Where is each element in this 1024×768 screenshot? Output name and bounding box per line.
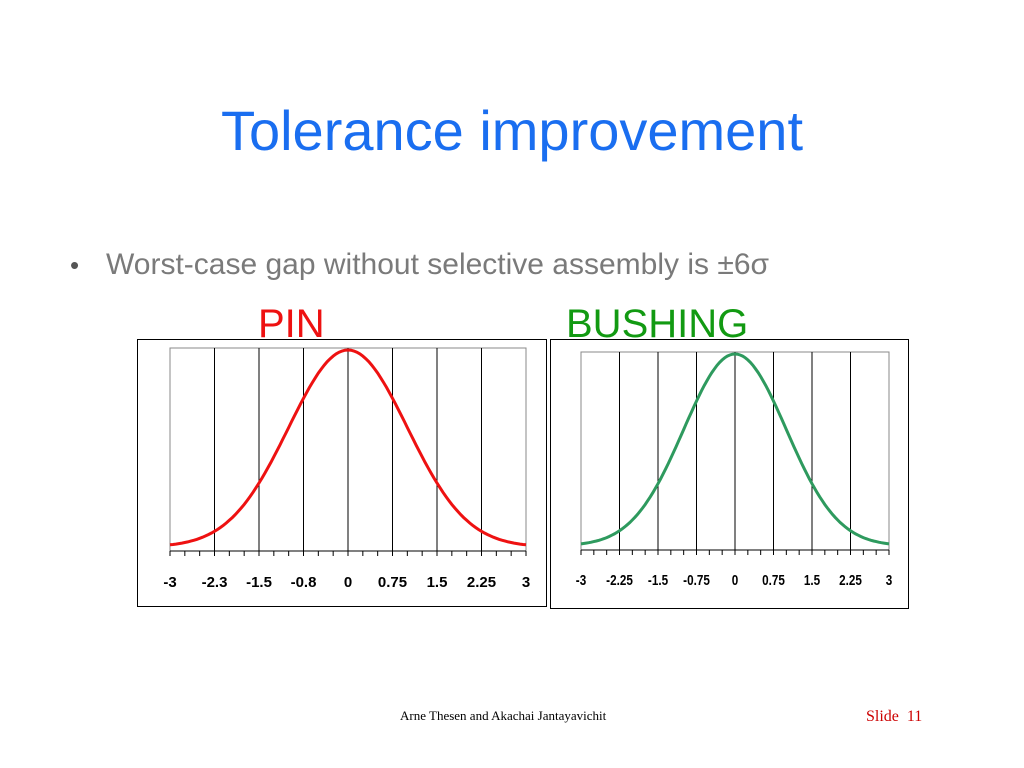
- bushing-tick-label: 2.25: [839, 572, 862, 589]
- pin-tick-label: -0.8: [291, 574, 317, 591]
- bushing-tick-label: 0: [732, 572, 739, 589]
- pin-tick-label: -2.3: [202, 574, 228, 591]
- bushing-chart: -3 -2.25 -1.5 -0.75 0 0.75 1.5 2.25 3: [550, 339, 909, 609]
- pin-chart: -3 -2.3 -1.5 -0.8 0 0.75 1.5 2.25 3: [137, 339, 547, 607]
- bushing-tick-label: 3: [886, 572, 893, 589]
- bushing-chart-svg: -3 -2.25 -1.5 -0.75 0 0.75 1.5 2.25 3: [576, 351, 893, 589]
- bushing-label: BUSHING: [566, 302, 749, 346]
- pin-tick-label: 0: [344, 574, 352, 591]
- bushing-tick-label: -3: [576, 572, 586, 589]
- pin-tick-label: 0.75: [378, 574, 407, 591]
- pin-tick-label: 3: [522, 574, 530, 591]
- pin-tick-label: 2.25: [467, 574, 496, 591]
- pin-tick-label: 1.5: [427, 574, 448, 591]
- pin-chart-svg: -3 -2.3 -1.5 -0.8 0 0.75 1.5 2.25 3: [163, 347, 530, 591]
- bushing-tick-label: -2.25: [606, 572, 633, 589]
- bushing-tick-label: 0.75: [762, 572, 785, 589]
- bullet-marker: •: [70, 249, 80, 280]
- pin-tick-label: -3: [163, 574, 176, 591]
- bushing-tick-label: -1.5: [648, 572, 669, 589]
- bushing-tick-label: -0.75: [683, 572, 710, 589]
- pin-tick-label: -1.5: [246, 574, 272, 591]
- pin-label: PIN: [258, 302, 325, 346]
- slide-number: Slide 11: [866, 708, 922, 726]
- slide-number-value: 11: [906, 708, 923, 725]
- bullet-item: • Worst-case gap without selective assem…: [70, 248, 769, 282]
- bushing-distribution-curve: [580, 352, 890, 546]
- bullet-text: Worst-case gap without selective assembl…: [106, 248, 770, 281]
- bushing-tick-label: 1.5: [804, 572, 821, 589]
- slide-title: Tolerance improvement: [220, 99, 804, 162]
- slide-label: Slide: [866, 708, 899, 725]
- pin-distribution-curve: [169, 348, 527, 547]
- footer-credit: Arne Thesen and Akachai Jantayavichit: [400, 708, 607, 723]
